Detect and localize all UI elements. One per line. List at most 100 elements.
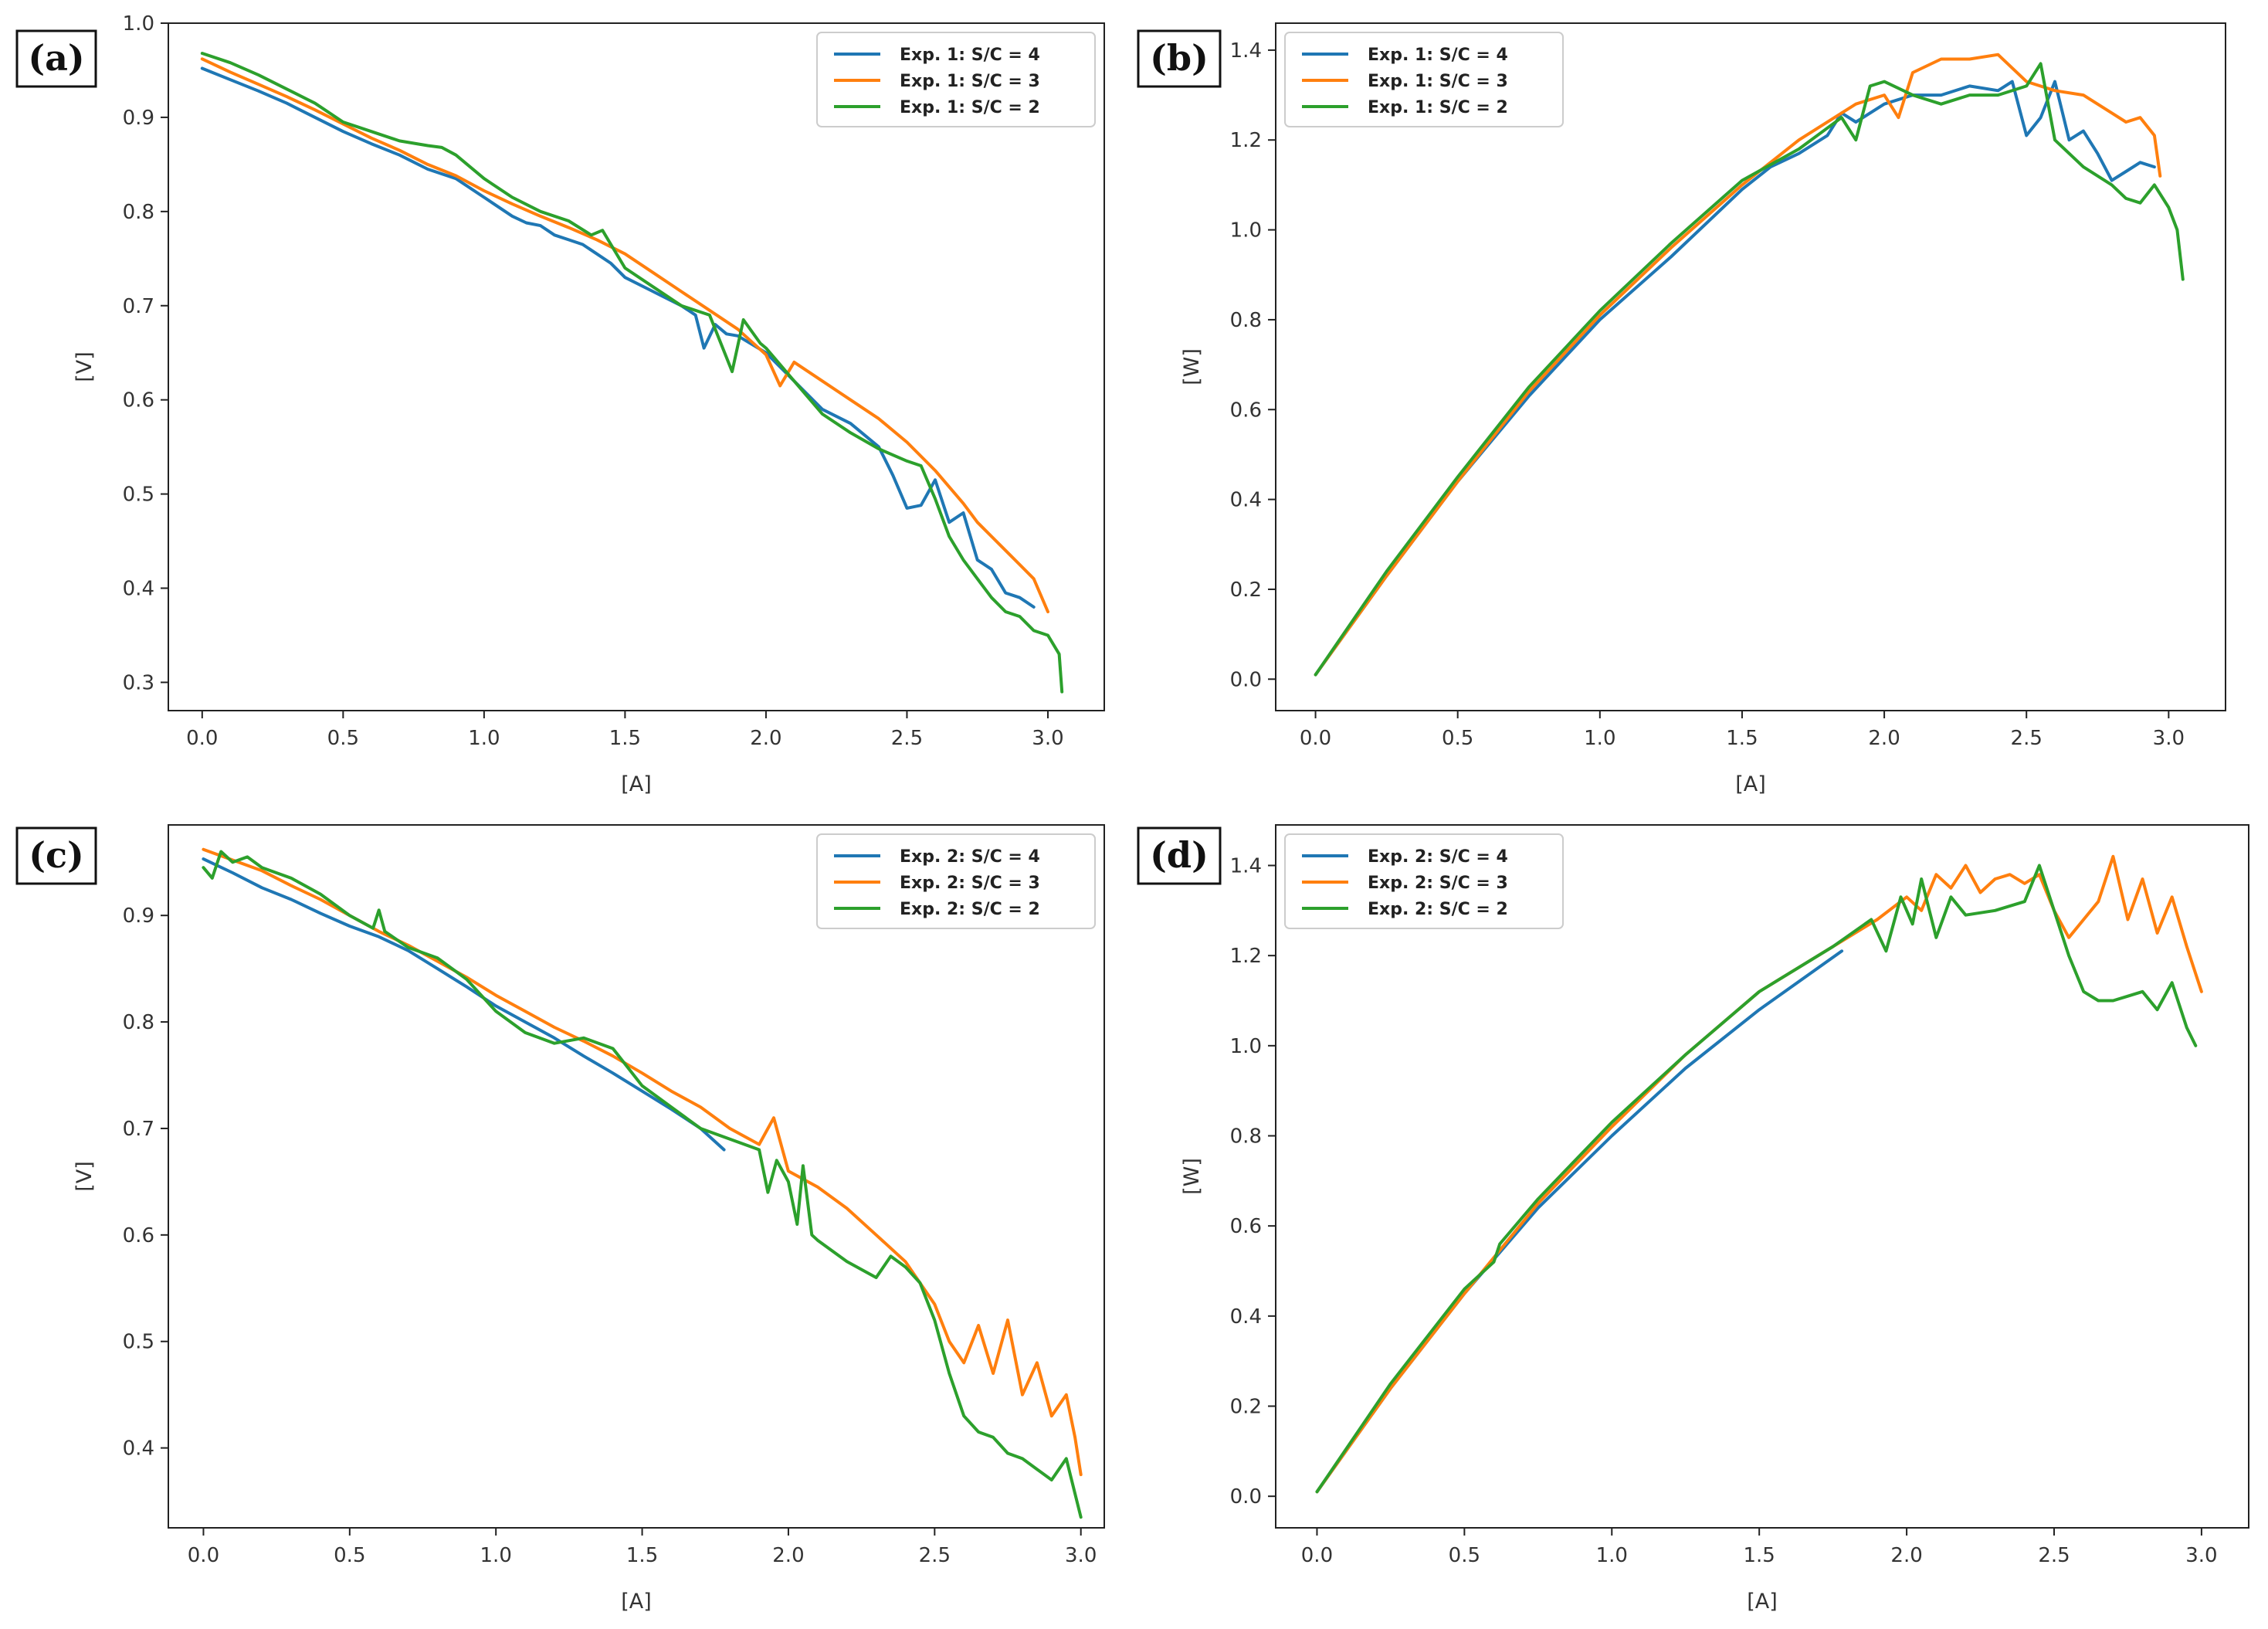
legend-entry: Exp. 1: S/C = 2 — [900, 98, 1040, 117]
legend: Exp. 2: S/C = 4 Exp. 2: S/C = 3 Exp. 2: S/… — [1284, 833, 1564, 929]
y-axis: 0.0 0.2 0.4 0.6 0.8 1.0 1.2 1.4 — [1230, 855, 1276, 1509]
x-tick-label: 0.5 — [327, 727, 359, 750]
panel-label-badge: (a) — [15, 29, 97, 88]
legend-box — [1284, 32, 1564, 127]
legend-entry: Exp. 1: S/C = 3 — [1368, 72, 1508, 91]
x-tick-label: 3.0 — [2185, 1544, 2217, 1567]
y-axis-label: [W] — [1180, 348, 1204, 385]
y-axis-label: [V] — [73, 1161, 97, 1192]
y-tick-label: 0.6 — [123, 1224, 154, 1247]
x-tick-label: 1.0 — [1584, 727, 1615, 750]
y-tick-label: 1.2 — [1230, 945, 1262, 968]
y-axis-label: [W] — [1180, 1158, 1204, 1195]
y-tick-label: 1.2 — [1230, 129, 1262, 152]
x-tick-label: 2.5 — [891, 727, 923, 750]
x-tick-label: 0.5 — [1449, 1544, 1480, 1567]
panel-a: 0.0 0.5 1.0 1.5 2.0 2.5 3.00.30.40.50.60.70.80… — [15, 12, 1105, 796]
legend-entry: Exp. 1: S/C = 4 — [900, 46, 1040, 65]
y-tick-label: 0.0 — [1230, 1485, 1262, 1509]
x-tick-label: 0.0 — [1301, 1544, 1333, 1567]
panel-label-box — [1137, 29, 1222, 88]
series-group — [200, 52, 1064, 694]
y-tick-label: 1.4 — [1230, 39, 1262, 63]
legend-entry: Exp. 2: S/C = 2 — [1368, 900, 1508, 919]
x-tick-label: 1.0 — [1596, 1544, 1628, 1567]
x-axis-label: [A] — [621, 1590, 652, 1614]
panel-label: (c) — [29, 834, 84, 876]
y-tick-label: 0.5 — [123, 1331, 154, 1354]
legend-entry: Exp. 1: S/C = 2 — [1368, 98, 1508, 117]
y-tick-label: 0.5 — [123, 484, 154, 507]
legend-entry: Exp. 2: S/C = 3 — [1368, 874, 1508, 893]
panel-label: (a) — [28, 37, 84, 79]
y-tick-label: 0.6 — [123, 389, 154, 412]
y-tick-label: 0.8 — [1230, 1125, 1262, 1149]
y-tick-label: 0.8 — [1230, 309, 1262, 332]
x-tick-label: 0.0 — [188, 1544, 219, 1567]
x-axis: 0.0 0.5 1.0 1.5 2.0 2.5 3.0 — [1300, 711, 2185, 750]
y-tick-label: 0.6 — [1230, 1215, 1262, 1238]
y-axis: 0.3 0.4 0.5 0.6 0.7 0.8 0.9 1.0 — [123, 12, 168, 694]
y-axis: 0.0 0.2 0.4 0.6 0.8 1.0 1.2 1.4 — [1230, 39, 1276, 691]
x-tick-label: 1.0 — [480, 1544, 512, 1567]
y-tick-label: 0.6 — [1230, 399, 1262, 422]
y-tick-label: 0.4 — [1230, 489, 1262, 512]
x-tick-label: 2.0 — [772, 1544, 804, 1567]
panel-label-badge: (b) — [1137, 29, 1222, 88]
panel-d: 0.0 0.5 1.0 1.5 2.0 2.5 3.0 0.0 0.2 0.4 0.6 0.8 1.0 1… — [1137, 824, 2249, 1614]
series-line-s3 — [1314, 53, 2162, 677]
plot-area — [168, 824, 1105, 1529]
legend: Exp. 1: S/C = 4 Exp. 1: S/C = 3 Exp. 1: S/… — [816, 32, 1096, 127]
y-tick-label: 0.2 — [1230, 579, 1262, 602]
legend-entry: Exp. 2: S/C = 4 — [900, 847, 1040, 867]
panel-label: (d) — [1150, 834, 1209, 876]
series-line-s2 — [202, 850, 1083, 1519]
x-tick-label: 2.5 — [919, 1544, 951, 1567]
series-line-s3 — [202, 847, 1083, 1477]
y-tick-label: 0.0 — [1230, 668, 1262, 691]
legend: Exp. 1: S/C = 4 Exp. 1: S/C = 3 Exp. 1: S/… — [1284, 32, 1564, 127]
x-tick-label: 1.5 — [1744, 1544, 1775, 1567]
plot-area — [1275, 824, 2249, 1529]
series-line-s2 — [200, 52, 1064, 694]
panel-label-box — [1137, 826, 1222, 885]
x-tick-label: 0.5 — [1442, 727, 1473, 750]
legend: Exp. 2: S/C = 4 Exp. 2: S/C = 3 Exp. 2: S/… — [816, 833, 1096, 929]
y-tick-label: 0.2 — [1230, 1396, 1262, 1419]
legend-entry: Exp. 2: S/C = 2 — [900, 900, 1040, 919]
legend-box — [1284, 833, 1564, 929]
x-tick-label: 1.5 — [1726, 727, 1758, 750]
y-tick-label: 0.9 — [123, 107, 154, 130]
y-axis: 0.4 0.5 0.6 0.7 0.8 0.9 — [123, 904, 168, 1461]
x-tick-label: 3.0 — [1032, 727, 1063, 750]
series-group — [1315, 854, 2203, 1494]
legend-box — [816, 833, 1096, 929]
x-tick-label: 0.5 — [334, 1544, 365, 1567]
y-tick-label: 0.4 — [1230, 1305, 1262, 1329]
panel-label-box — [15, 29, 97, 88]
x-tick-label: 1.5 — [609, 727, 641, 750]
y-tick-label: 0.9 — [123, 904, 154, 928]
y-tick-label: 0.3 — [123, 671, 154, 694]
panel-b: 0.0 0.5 1.0 1.5 2.0 2.5 3.0 0.0 0.2 0.4 0.6 0.8 1.0 1… — [1137, 22, 2226, 796]
x-tick-label: 1.5 — [626, 1544, 658, 1567]
x-tick-label: 2.0 — [750, 727, 781, 750]
panel-label-box — [15, 826, 97, 885]
y-tick-label: 1.0 — [1230, 219, 1262, 243]
y-tick-label: 0.7 — [123, 1118, 154, 1141]
y-tick-label: 0.7 — [123, 295, 154, 318]
x-axis: 0.0 0.5 1.0 1.5 2.0 2.5 3.0 — [188, 1528, 1097, 1567]
series-line-s3 — [200, 57, 1049, 613]
series-group — [202, 847, 1083, 1519]
x-axis-label: [A] — [621, 772, 652, 796]
x-tick-label: 1.0 — [468, 727, 500, 750]
x-tick-label: 2.0 — [1868, 727, 1900, 750]
legend-entry: Exp. 2: S/C = 4 — [1368, 847, 1508, 867]
legend-entry: Exp. 1: S/C = 4 — [1368, 46, 1508, 65]
x-axis-label: [A] — [1735, 772, 1766, 796]
y-tick-label: 0.4 — [123, 578, 154, 601]
y-tick-label: 1.0 — [1230, 1035, 1262, 1058]
series-line-s2 — [1315, 864, 2198, 1494]
x-tick-label: 2.5 — [2011, 727, 2043, 750]
series-line-s4 — [202, 857, 726, 1152]
